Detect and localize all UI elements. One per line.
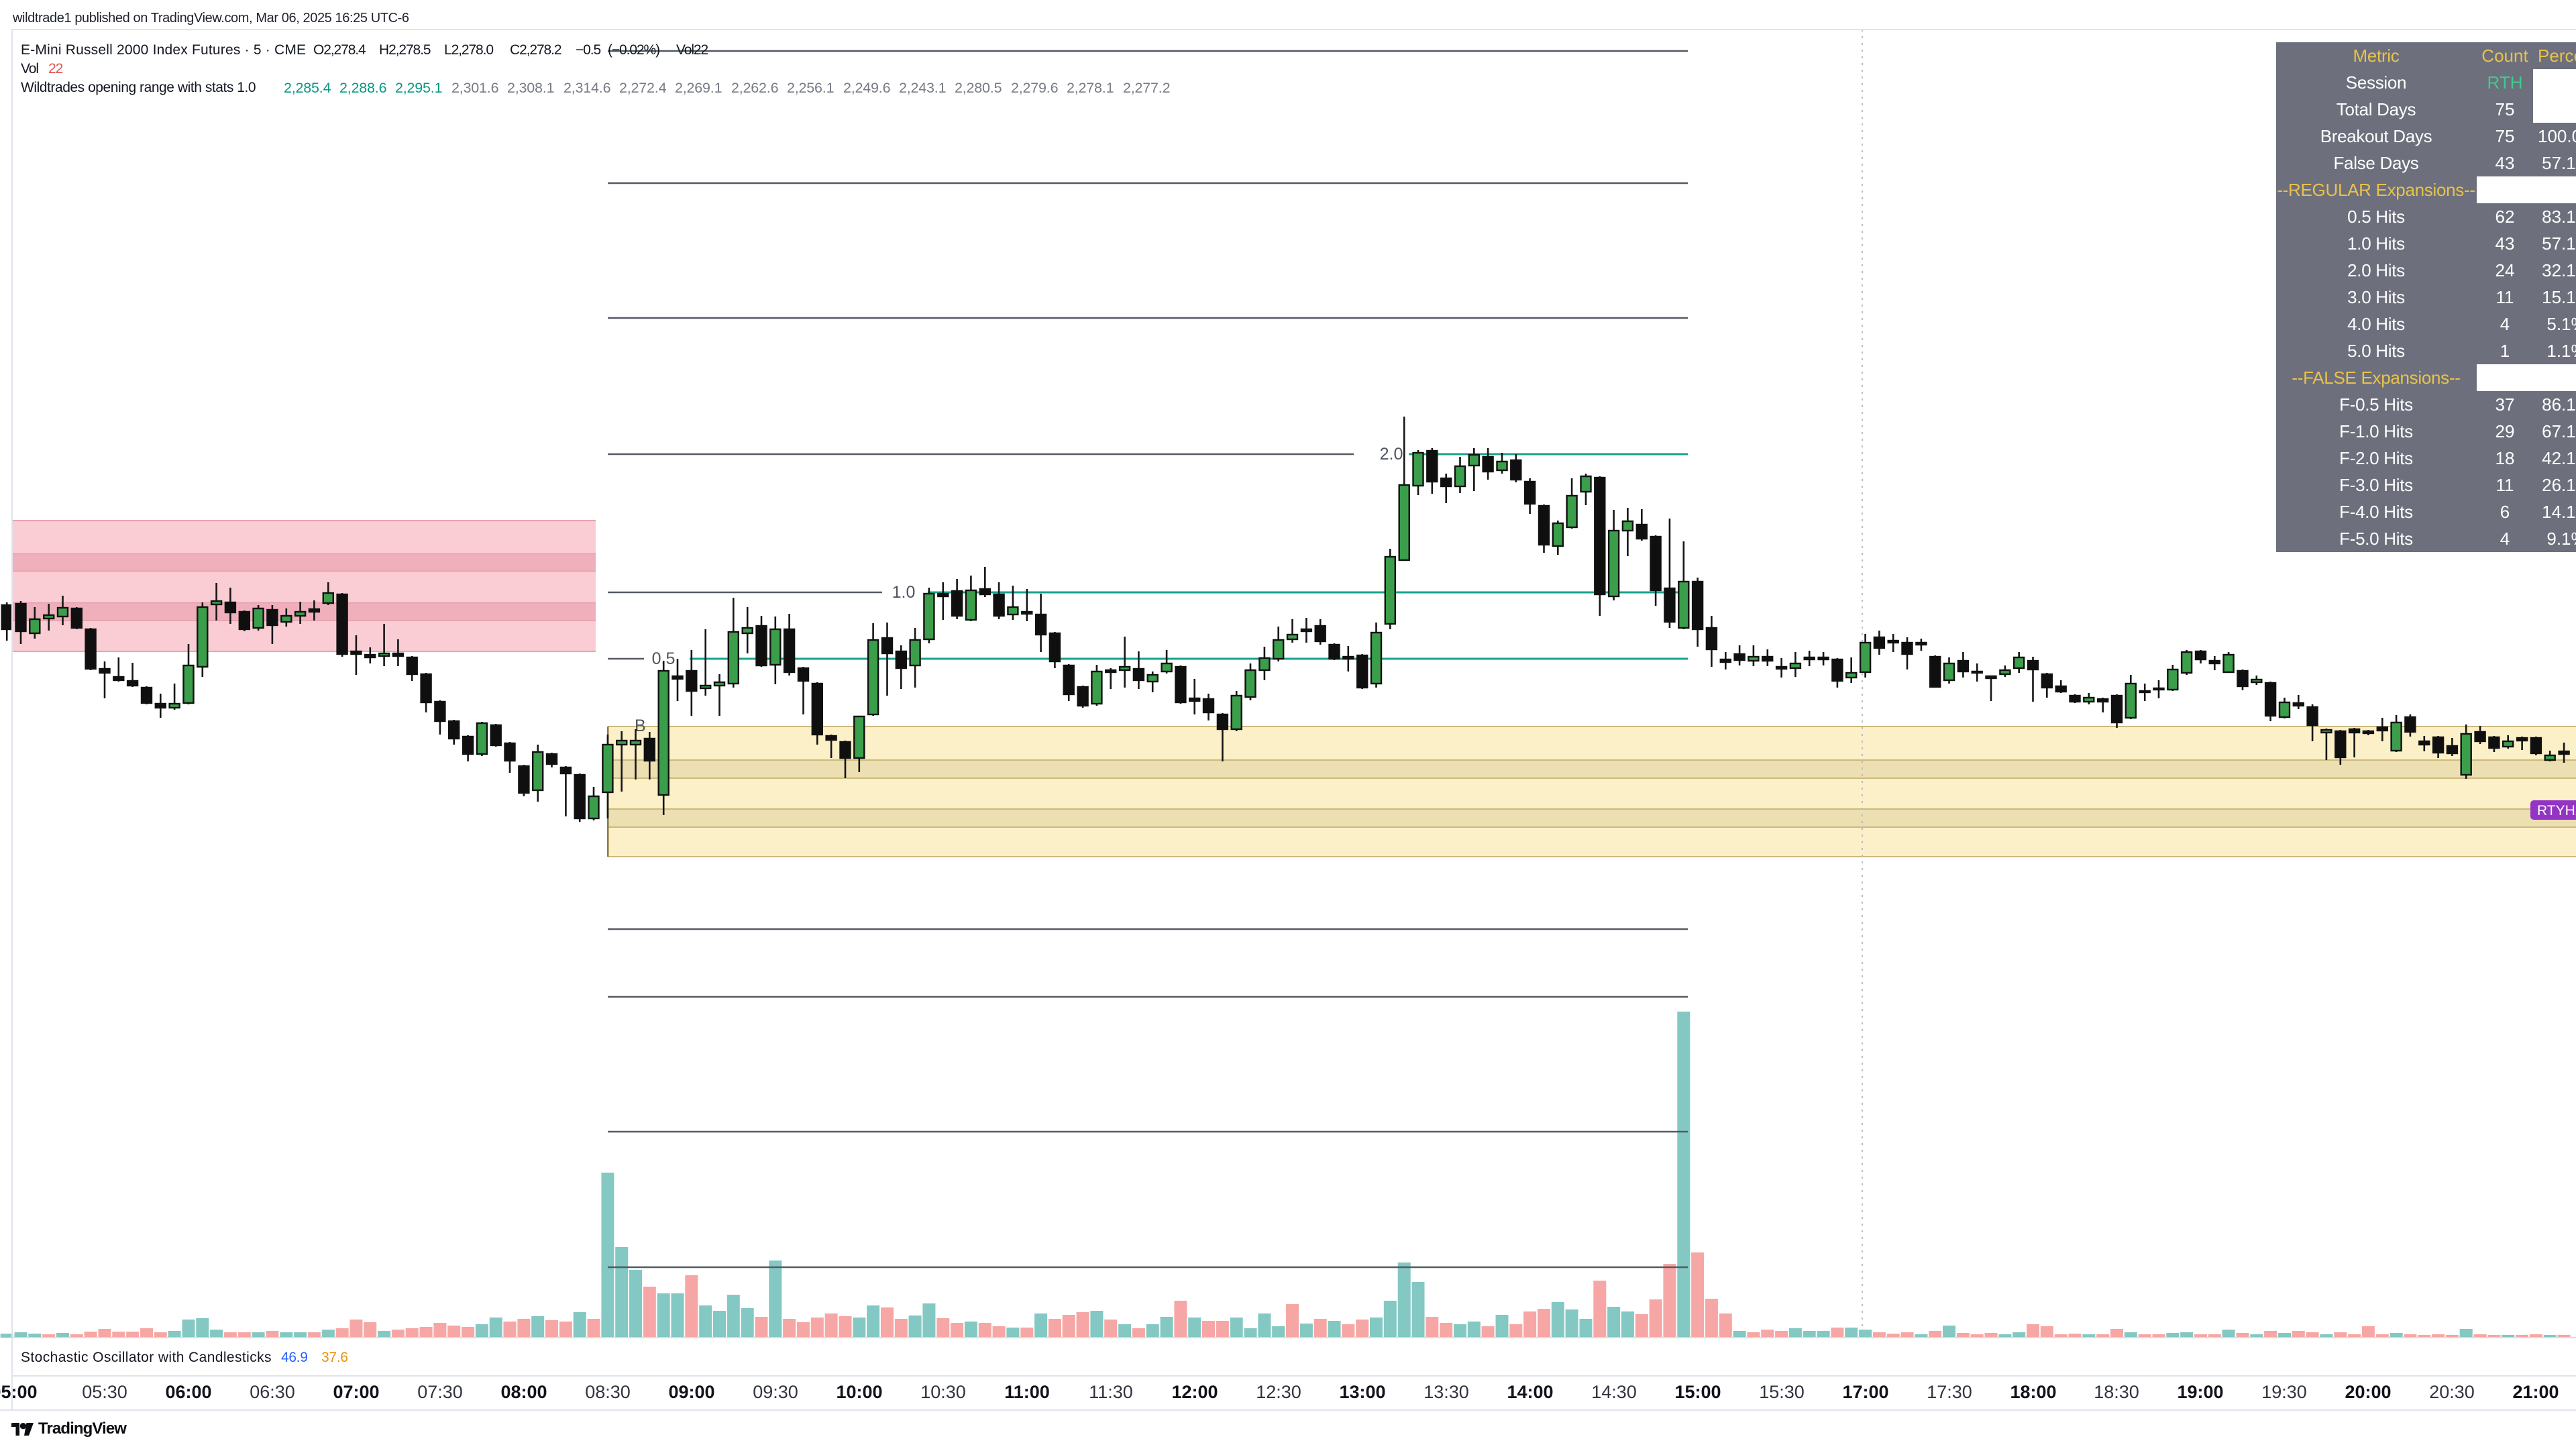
svg-text:2.0: 2.0 [1380, 445, 1403, 464]
svg-text:1.0: 1.0 [892, 583, 916, 602]
svg-text:RTYH2: RTYH2 [2537, 803, 2576, 818]
svg-text:B: B [635, 716, 646, 735]
